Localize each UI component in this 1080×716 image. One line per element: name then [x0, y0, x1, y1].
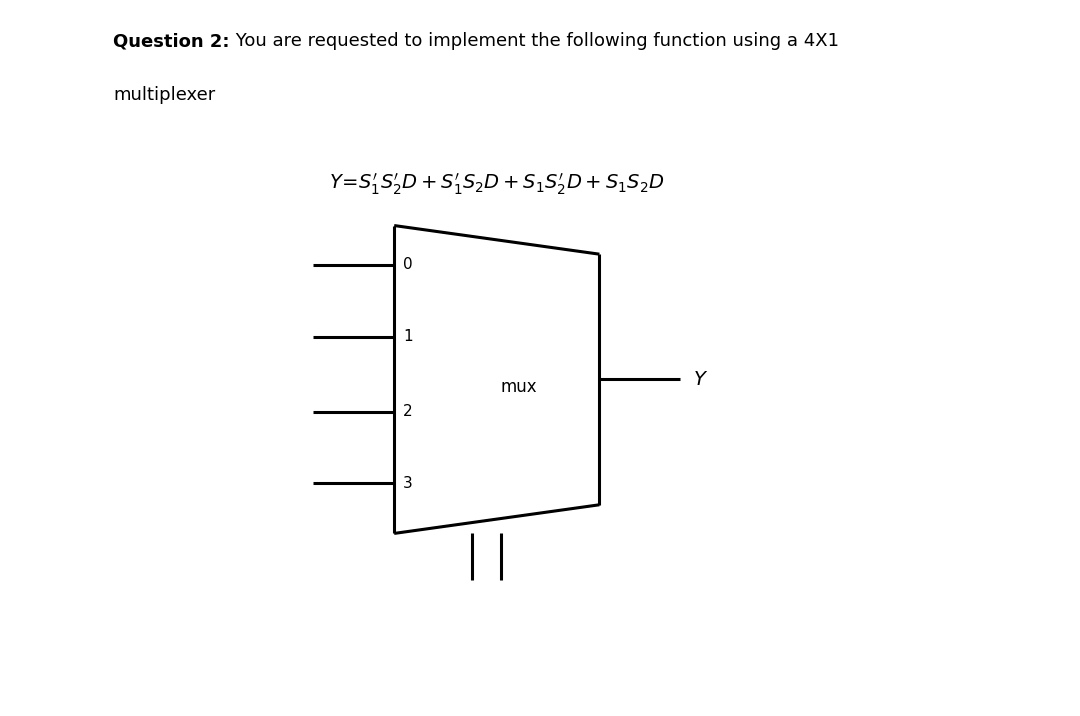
- Text: $\mathit{Y}$: $\mathit{Y}$: [693, 370, 708, 389]
- Text: 2: 2: [403, 405, 413, 419]
- Text: You are requested to implement the following function using a 4X1: You are requested to implement the follo…: [230, 32, 839, 50]
- Text: 1: 1: [403, 329, 413, 344]
- Text: Question 2:: Question 2:: [113, 32, 230, 50]
- Text: 0: 0: [403, 258, 413, 272]
- Text: mux: mux: [500, 377, 537, 396]
- Text: $\mathbf{\mathit{Y\!=\!S_1'S_2'D + S_1'S_2D + S_1S_2'D + S_1S_2D}}$: $\mathbf{\mathit{Y\!=\!S_1'S_2'D + S_1'S…: [329, 172, 664, 198]
- Text: multiplexer: multiplexer: [113, 86, 216, 104]
- Text: 3: 3: [403, 476, 413, 490]
